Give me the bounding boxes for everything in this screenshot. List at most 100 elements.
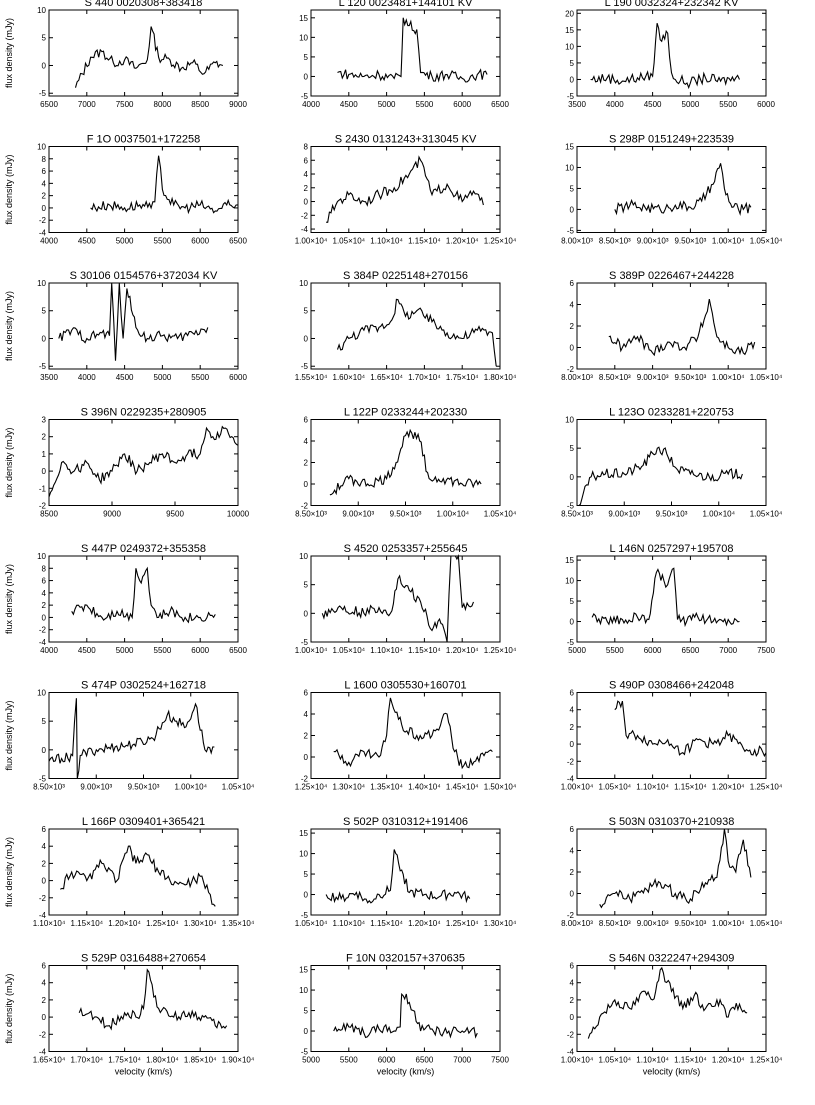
plot-frame [310,419,501,506]
y-tick-label: 6 [42,962,47,971]
y-tick-label: 2 [42,859,47,868]
spectrum-line [578,446,743,506]
spectrum-line [337,17,488,83]
x-tick-label: 1.00×10⁴ [295,237,328,246]
x-tick-label: 5000 [682,100,700,109]
plot-frame [310,9,501,97]
chart-panel-21: S 503N 0310370+210938 8.00×10³ 8.50×10³ 9.0… [561,816,783,928]
plot-frame [48,965,239,1052]
chart-panel-8: S 384P 0225148+270156 1.55×10⁴ 1.60×10⁴ 1.6… [295,270,517,382]
plot-frame [310,692,501,779]
x-tick-label: 4500 [644,100,662,109]
x-tick-label: 8.50×10³ [599,237,631,246]
spectrum-line [321,553,475,643]
x-tick-label: 1.55×10⁴ [295,373,328,382]
y-tick-label: 15 [299,966,308,975]
x-tick-label: 1.15×10⁴ [408,237,441,246]
y-tick-label: 2 [42,996,47,1005]
x-tick-label: 1.85×10⁴ [184,1056,217,1065]
y-tick-label: 0 [42,746,47,755]
chart-title: S 30106 0154576+372034 KV [70,270,218,282]
x-tick-label: 3500 [40,373,58,382]
x-tick-label: 5500 [340,1056,358,1065]
y-tick-label: 6 [42,577,47,586]
x-tick-label: 1.15×10⁴ [370,919,403,928]
spectrum-line [614,163,752,216]
chart-panel-12: L 123O 0233281+220753 8.50×10³ 9.00×10³ 9.5… [561,407,783,519]
x-tick-label: 1.35×10⁴ [370,783,403,792]
x-tick-label: 1.20×10⁴ [408,919,441,928]
spectrum-line [325,849,471,904]
spectrum-line [48,698,215,779]
chart-panel-11: L 122P 0233244+202330 8.50×10³ 9.00×10³ 9.5… [295,407,517,519]
plot-frame [576,146,767,233]
y-tick-label: 4 [570,979,575,988]
plot-frame [310,282,501,370]
y-tick-label: -4 [39,1048,47,1057]
x-tick-label: 6500 [40,100,58,109]
x-tick-label: 1.05×10⁴ [333,646,366,655]
chart-title: S 4520 0253357+255645 [344,543,468,555]
x-tick-label: 1.00×10⁴ [561,783,594,792]
chart-title: S 396N 0229235+280905 [81,407,207,419]
chart-panel-15: L 146N 0257297+195708 5000 5500 6000 6500 700… [565,543,775,655]
x-tick-label: 1.05×10⁴ [750,919,783,928]
y-axis-label: flux density (mJy) [4,291,14,361]
x-tick-label: 1.30×10⁴ [184,919,217,928]
y-tick-label: 0 [304,480,309,489]
y-tick-label: 10 [299,279,308,288]
x-tick-label: 1.75×10⁴ [446,373,479,382]
x-tick-label: 9.50×10³ [128,783,160,792]
x-tick-label: 1.35×10⁴ [222,919,255,928]
spectrum-line [591,567,740,628]
x-tick-label: 1.15×10⁴ [71,919,104,928]
y-tick-label: 0 [304,334,309,343]
x-tick-label: 1.65×10⁴ [33,1056,66,1065]
x-tick-label: 5000 [568,646,586,655]
y-tick-label: 15 [565,143,574,152]
y-tick-label: 2 [42,192,47,201]
x-tick-label: 1.40×10⁴ [408,783,441,792]
x-tick-label: 1.05×10⁴ [484,510,517,519]
x-tick-label: 8500 [191,100,209,109]
plot-frame [310,146,501,233]
y-tick-label: -5 [567,638,575,647]
x-tick-label: 1.05×10⁴ [750,373,783,382]
y-tick-label: 6 [570,279,575,288]
plot-frame [48,282,239,370]
x-tick-label: 6500 [229,237,247,246]
y-tick-label: 10 [299,552,308,561]
x-tick-label: 1.90×10⁴ [222,1056,255,1065]
chart-panel-18: S 490P 0308466+242048 1.00×10⁴ 1.05×10⁴ 1.1… [561,680,783,792]
x-tick-label: 5500 [606,646,624,655]
x-tick-label: 4000 [302,100,320,109]
y-tick-label: -2 [39,216,47,225]
y-tick-label: -2 [567,1030,575,1039]
x-tick-label: 9500 [166,510,184,519]
chart-title: S 503N 0310370+210938 [609,816,735,828]
x-tick-label: 9.00×10³ [637,237,669,246]
y-tick-label: 2 [570,996,575,1005]
y-tick-label: 0 [570,1013,575,1022]
x-tick-label: 5500 [416,100,434,109]
x-tick-label: 9.00×10³ [608,510,640,519]
y-tick-label: 2 [42,433,47,442]
y-tick-label: -5 [39,775,47,784]
chart-panel-5: S 2430 0131243+313045 KV 1.00×10⁴ 1.05×10⁴… [295,134,517,246]
spectrum-line [333,697,493,770]
y-tick-label: 5 [570,184,575,193]
x-tick-label: 5000 [116,646,134,655]
chart-title: L 146N 0257297+195708 [609,543,733,555]
x-tick-label: 1.15×10⁴ [674,783,707,792]
x-tick-label: 6500 [682,646,700,655]
y-tick-label: 15 [565,26,574,35]
x-tick-label: 7500 [757,646,775,655]
y-tick-label: -5 [301,92,309,101]
plot-frame [576,965,767,1052]
y-tick-label: 6 [42,825,47,834]
y-tick-label: 5 [42,34,47,43]
x-tick-label: 1.05×10⁴ [599,783,632,792]
spectrum-line [608,298,756,357]
x-tick-label: 9000 [103,510,121,519]
